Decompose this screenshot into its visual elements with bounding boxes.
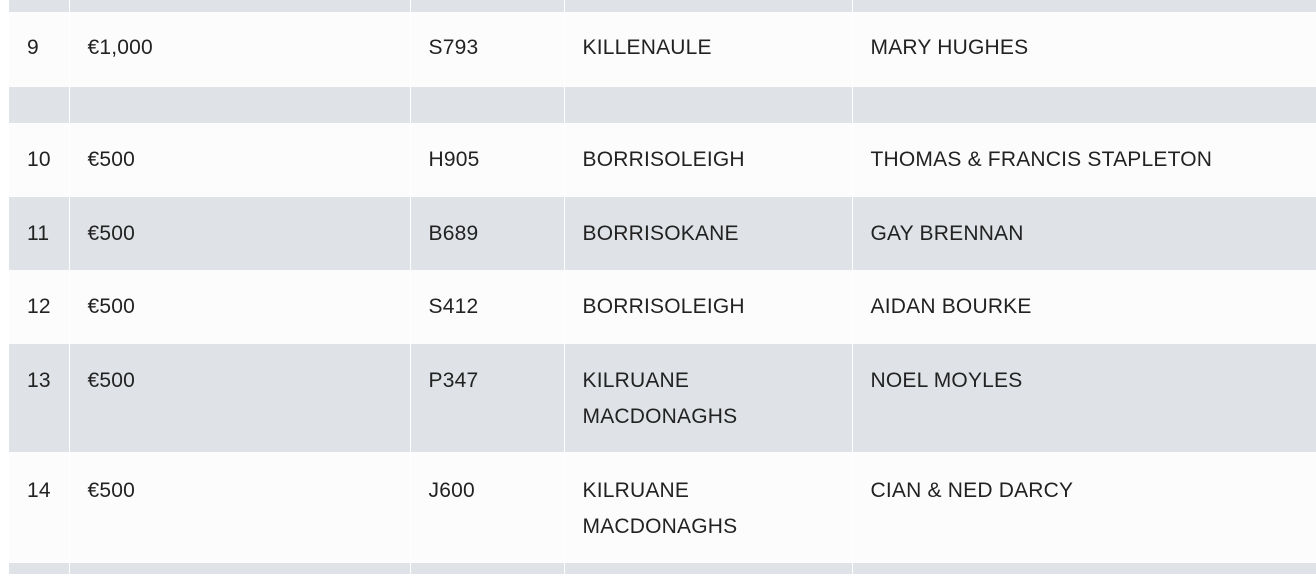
position-cell: 13 [9, 344, 69, 452]
position-cell: 14 [9, 452, 69, 563]
table-row-empty [9, 87, 1316, 123]
prize-cell: €500 [68, 344, 410, 452]
table-row: 9 €1,000 S793 KILLENAULE MARY HUGHES [9, 12, 1316, 87]
name-cell: MARY HUGHES [851, 12, 1316, 87]
name-cell: THOMAS & FRANCIS STAPLETON [851, 123, 1316, 197]
ticket-cell: S793 [409, 12, 564, 87]
club-cell: KILLENAULE [563, 12, 852, 87]
club-cell: KILRUANE MACDONAGHS [563, 344, 852, 452]
prize-cell: €500 [68, 123, 410, 197]
prize-cell: €500 [68, 452, 410, 563]
ticket-cell: H905 [409, 123, 564, 197]
position-cell: 10 [9, 123, 69, 197]
club-cell: BORRISOLEIGH [563, 123, 852, 197]
club-line-1: KILRUANE [582, 369, 690, 392]
club-line-1: KILLENAULE [582, 36, 712, 59]
prize-cell: €1,000 [68, 12, 410, 87]
results-table-wrapper: 9 €1,000 S793 KILLENAULE MARY HUGHES 10 … [9, 0, 1316, 574]
name-cell: GAY BRENNAN [851, 197, 1316, 270]
table-row: 14 €500 J600 KILRUANE MACDONAGHS CIAN & … [9, 452, 1316, 563]
club-line-1: BORRISOKANE [582, 222, 739, 245]
position-cell: 9 [9, 12, 69, 87]
table-row: 11 €500 B689 BORRISOKANE GAY BRENNAN [9, 197, 1316, 270]
club-line-1: KILRUANE [582, 479, 690, 502]
club-cell: KILRUANE MACDONAGHS [563, 452, 852, 563]
name-cell: AIDAN BOURKE [851, 270, 1316, 344]
table-row-partial-bottom [9, 563, 1316, 574]
ticket-cell: B689 [409, 197, 564, 270]
club-line-2: MACDONAGHS [582, 405, 738, 428]
position-cell: 11 [9, 197, 69, 270]
position-cell: 12 [9, 270, 69, 344]
table-row: 13 €500 P347 KILRUANE MACDONAGHS NOEL MO… [9, 344, 1316, 452]
table-row: 12 €500 S412 BORRISOLEIGH AIDAN BOURKE [9, 270, 1316, 344]
ticket-cell: J600 [409, 452, 564, 563]
club-cell: BORRISOKANE [563, 197, 852, 270]
prize-cell: €500 [68, 197, 410, 270]
results-table: 9 €1,000 S793 KILLENAULE MARY HUGHES 10 … [9, 0, 1316, 574]
table-row-partial-top [9, 0, 1316, 12]
prize-cell: €500 [68, 270, 410, 344]
club-line-1: BORRISOLEIGH [582, 295, 745, 318]
club-cell: BORRISOLEIGH [563, 270, 852, 344]
ticket-cell: S412 [409, 270, 564, 344]
name-cell: CIAN & NED DARCY [851, 452, 1316, 563]
name-cell: NOEL MOYLES [851, 344, 1316, 452]
ticket-cell: P347 [409, 344, 564, 452]
club-line-2: MACDONAGHS [582, 515, 738, 538]
table-row: 10 €500 H905 BORRISOLEIGH THOMAS & FRANC… [9, 123, 1316, 197]
club-line-1: BORRISOLEIGH [582, 148, 745, 171]
